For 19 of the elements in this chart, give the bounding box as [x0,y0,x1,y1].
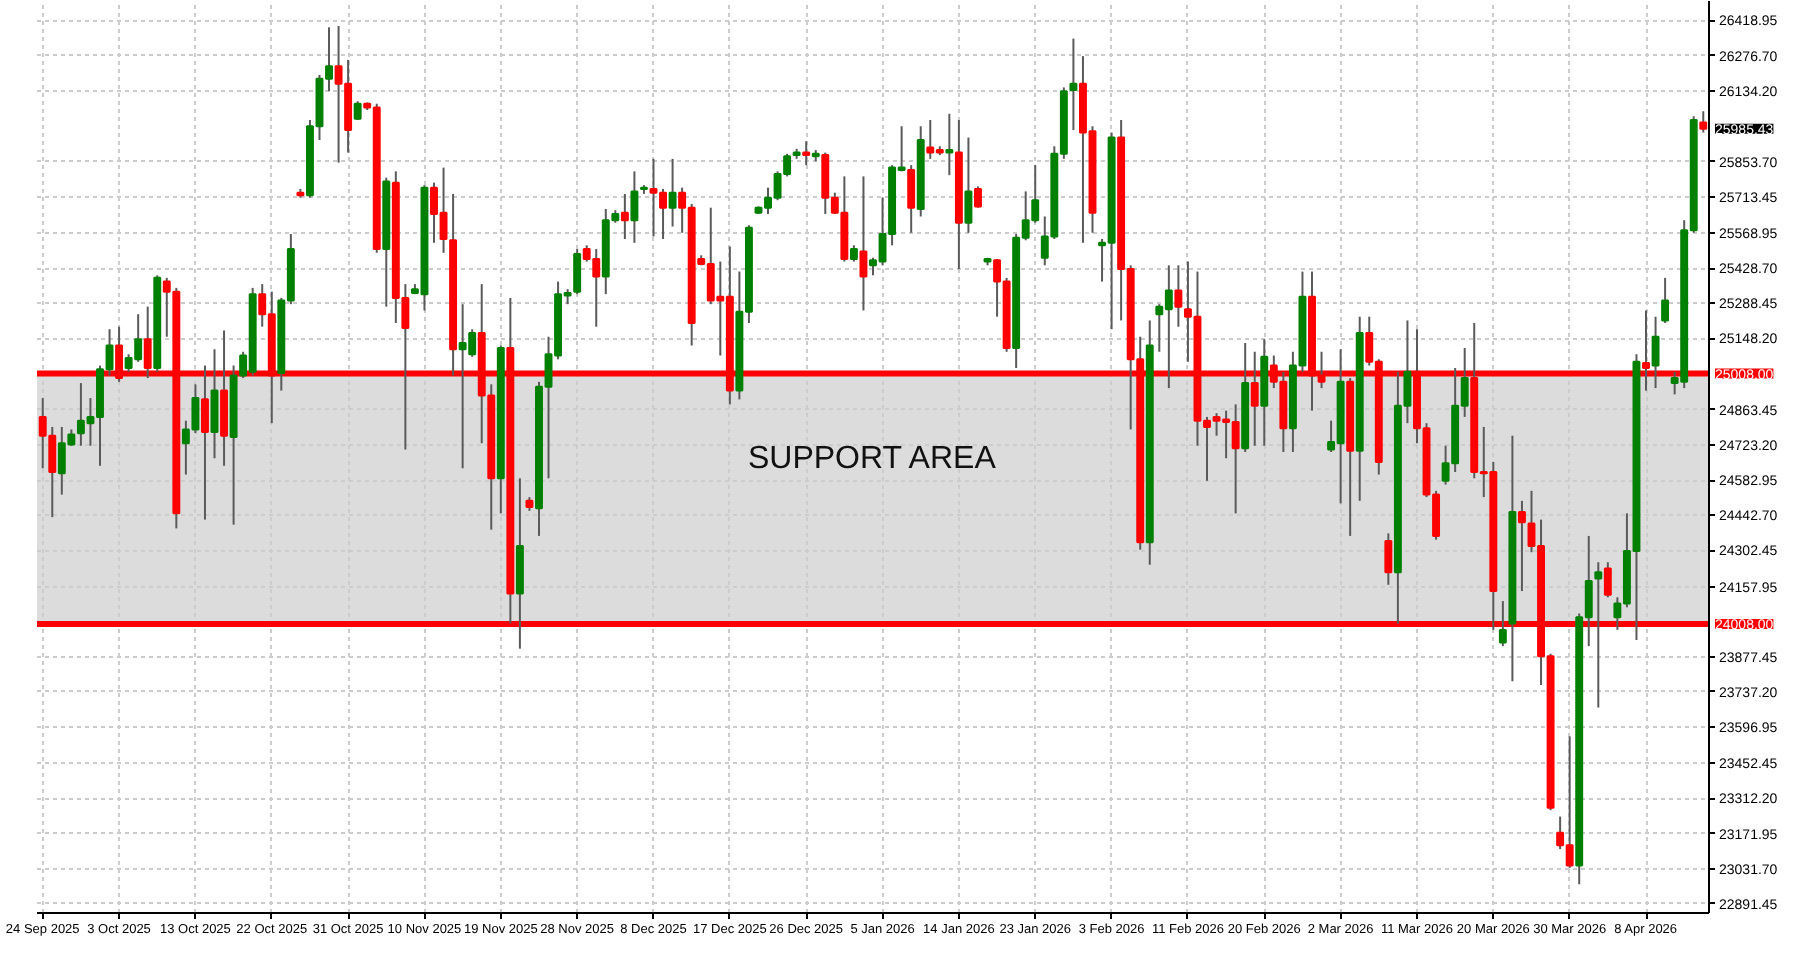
candlestick [907,164,916,234]
candlestick [1651,315,1660,390]
candlestick [620,192,629,241]
candlestick [1699,110,1708,134]
candlestick [1594,561,1603,709]
candlestick [859,175,868,312]
candlestick [1603,561,1612,599]
candlestick [964,136,973,234]
candlestick [1661,276,1670,324]
candlestick [1174,264,1183,328]
candlestick [945,112,954,177]
candlestick [1498,600,1507,648]
candlestick [802,140,811,167]
candlestick [974,185,982,209]
candlestick [515,477,524,650]
candlestick [630,170,639,244]
band-label: SUPPORT AREA [747,441,997,476]
candlestick [668,157,677,228]
candlestick [1384,532,1393,586]
